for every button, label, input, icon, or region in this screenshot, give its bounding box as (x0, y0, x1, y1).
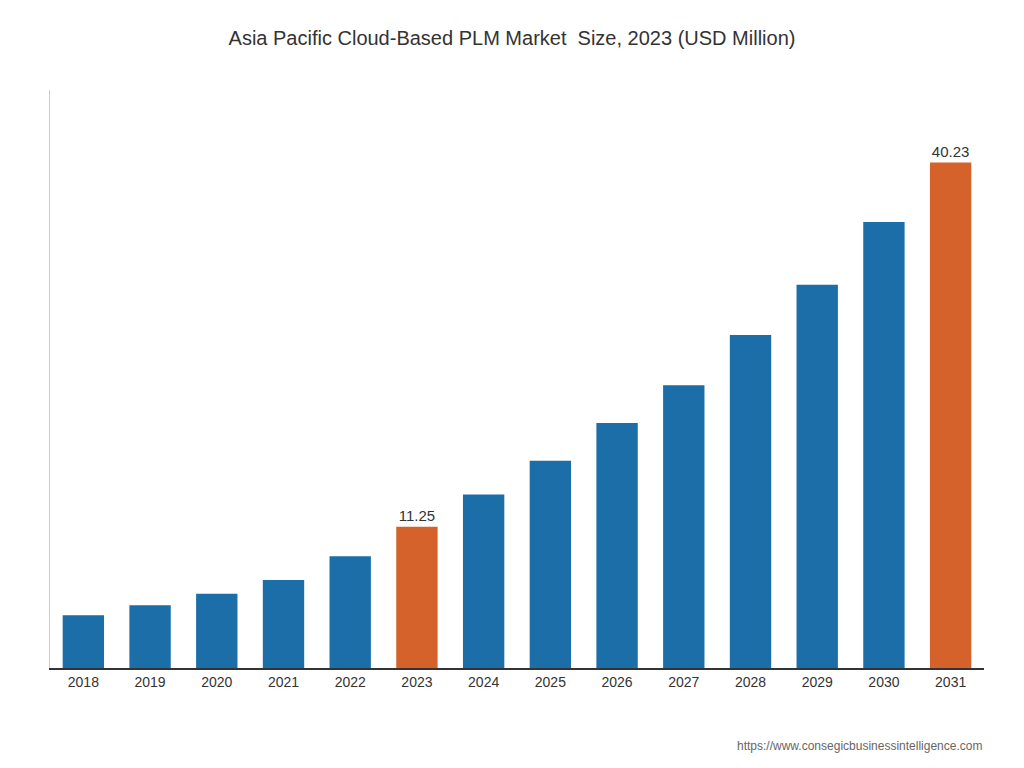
svg-text:2018: 2018 (68, 674, 99, 690)
svg-text:2020: 2020 (201, 674, 232, 690)
svg-text:Asia Pacific Cloud-Based PLM M: Asia Pacific Cloud-Based PLM Market Size… (229, 27, 796, 49)
svg-text:2021: 2021 (268, 674, 299, 690)
svg-text:2026: 2026 (601, 674, 632, 690)
svg-text:2024: 2024 (468, 674, 499, 690)
svg-text:2025: 2025 (535, 674, 566, 690)
svg-text:2030: 2030 (868, 674, 899, 690)
svg-text:2023: 2023 (401, 674, 432, 690)
svg-text:2028: 2028 (735, 674, 766, 690)
svg-text:2027: 2027 (668, 674, 699, 690)
svg-text:2031: 2031 (935, 674, 966, 690)
svg-text:11.25: 11.25 (399, 507, 435, 524)
svg-text:https://www.consegicbusinessin: https://www.consegicbusinessintelligence… (737, 739, 982, 753)
svg-text:2019: 2019 (134, 674, 165, 690)
svg-text:2022: 2022 (335, 674, 366, 690)
svg-text:2029: 2029 (802, 674, 833, 690)
svg-text:40.23: 40.23 (932, 143, 970, 160)
